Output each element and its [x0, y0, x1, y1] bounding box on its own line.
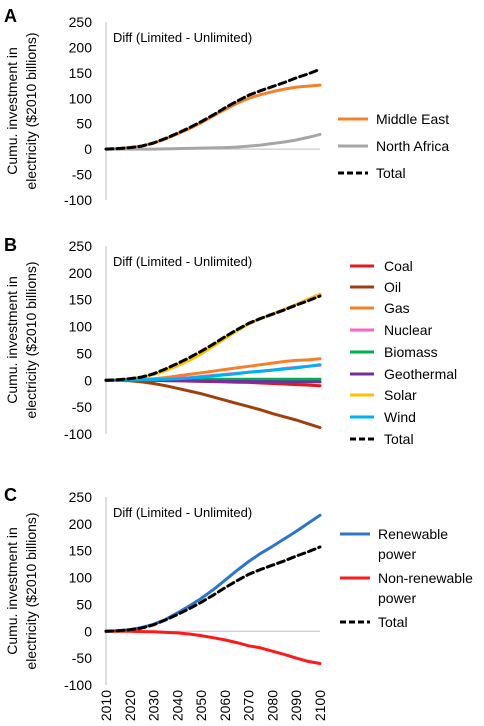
y-tick-label: 100	[69, 319, 93, 335]
legend-label: Renewable power	[378, 526, 448, 562]
y-tick-label: 0	[84, 372, 92, 388]
series-line-total	[104, 545, 322, 633]
legend-label: Gas	[384, 300, 410, 316]
y-tick-label: -50	[72, 399, 92, 415]
y-axis-label: Cumu. investment in	[4, 47, 20, 175]
chart-panel-b: -100 -50 0 50 100 150 200 250 Cumu. investment i…	[4, 235, 457, 447]
series-line-total	[104, 294, 322, 382]
legend-label: Biomass	[384, 344, 438, 360]
y-tick-label: -50	[72, 650, 92, 666]
panel-annotation: Diff (Limited - Unlimited)	[113, 254, 252, 269]
y-tick-label: 200	[69, 265, 93, 281]
legend-label-line: power	[378, 546, 416, 562]
panel-letter: A	[4, 6, 17, 26]
legend-label: Total	[376, 165, 406, 181]
y-tick-label: 0	[84, 141, 92, 157]
series-line-middle-east	[104, 83, 322, 151]
series-line-non-renewable-power	[104, 629, 322, 665]
x-tick-label: 2030	[146, 690, 162, 721]
x-tick-label: 2010	[98, 690, 114, 721]
chart-panel-c: -100 -50 0 50 100 150 200 250 Cumu. investment i…	[4, 485, 473, 721]
y-axis-label: Cumu. investment in	[4, 527, 20, 655]
y-tick-label: -100	[64, 192, 92, 208]
legend-label: Middle East	[376, 111, 449, 127]
panel-annotation: Diff (Limited - Unlimited)	[113, 30, 252, 45]
y-axis-label: electricity ($2010 billions)	[23, 32, 39, 189]
series-line-oil	[104, 378, 322, 430]
legend-label-line: Total	[378, 614, 408, 630]
series-line-total	[104, 67, 322, 151]
y-tick-label: 50	[76, 116, 92, 132]
series-line-wind	[104, 363, 322, 382]
x-tick-label: 2070	[241, 690, 257, 721]
legend-label: Total	[378, 614, 408, 630]
y-tick-label: 50	[76, 596, 92, 612]
y-tick-label: 250	[69, 489, 93, 505]
y-tick-label: 200	[69, 39, 93, 55]
x-tick-label: 2020	[122, 690, 138, 721]
panel-letter: B	[4, 235, 17, 255]
y-tick-label: 250	[69, 14, 93, 30]
legend-label: North Africa	[376, 138, 449, 154]
y-tick-label: -100	[64, 677, 92, 693]
y-tick-label: 150	[69, 65, 93, 81]
legend-label: Solar	[384, 387, 417, 403]
y-tick-label: -100	[64, 426, 92, 442]
y-tick-label: 150	[69, 292, 93, 308]
legend-label: Nuclear	[384, 322, 433, 338]
legend: Middle East North Africa Total	[338, 111, 449, 181]
legend-label: Coal	[384, 258, 413, 274]
y-tick-label: 0	[84, 623, 92, 639]
panel-annotation: Diff (Limited - Unlimited)	[113, 505, 252, 520]
y-axis-label: electricity ($2010 billions)	[23, 261, 39, 418]
series-line-north-africa	[104, 132, 322, 151]
legend-label: Total	[384, 431, 414, 447]
legend-label-line: Renewable	[378, 526, 448, 542]
y-tick-label: 50	[76, 345, 92, 361]
panel-letter: C	[4, 485, 17, 505]
x-tick-label: 2040	[169, 690, 185, 721]
legend: Coal Oil Gas Nuclear Biomass Geothermal Solar W…	[350, 258, 457, 447]
y-axis-label: electricity ($2010 billions)	[23, 512, 39, 669]
legend-label-line: power	[378, 590, 416, 606]
y-axis-label: Cumu. investment in	[4, 276, 20, 404]
x-tick-label: 2050	[193, 690, 209, 721]
x-tick-label: 2080	[264, 690, 280, 721]
y-tick-label: 100	[69, 90, 93, 106]
y-tick-label: 150	[69, 543, 93, 559]
chart-panel-a: -100 -50 0 50 100 150 200 250 Cumu. investment i…	[4, 6, 449, 208]
x-tick-label: 2090	[288, 690, 304, 721]
legend-label: Oil	[384, 279, 401, 295]
y-tick-label: 250	[69, 238, 93, 254]
y-tick-label: 200	[69, 516, 93, 532]
legend-label: Wind	[384, 409, 416, 425]
legend-label: Non-renewable power	[378, 570, 473, 606]
legend: Renewable power Non-renewable power Total	[340, 526, 473, 630]
x-tick-label: 2100	[312, 690, 328, 721]
legend-label-line: Non-renewable	[378, 570, 473, 586]
y-tick-label: -50	[72, 167, 92, 183]
y-tick-label: 100	[69, 570, 93, 586]
legend-label: Geothermal	[384, 366, 457, 382]
series-line-renewable-power	[104, 513, 322, 633]
x-tick-label: 2060	[217, 690, 233, 721]
